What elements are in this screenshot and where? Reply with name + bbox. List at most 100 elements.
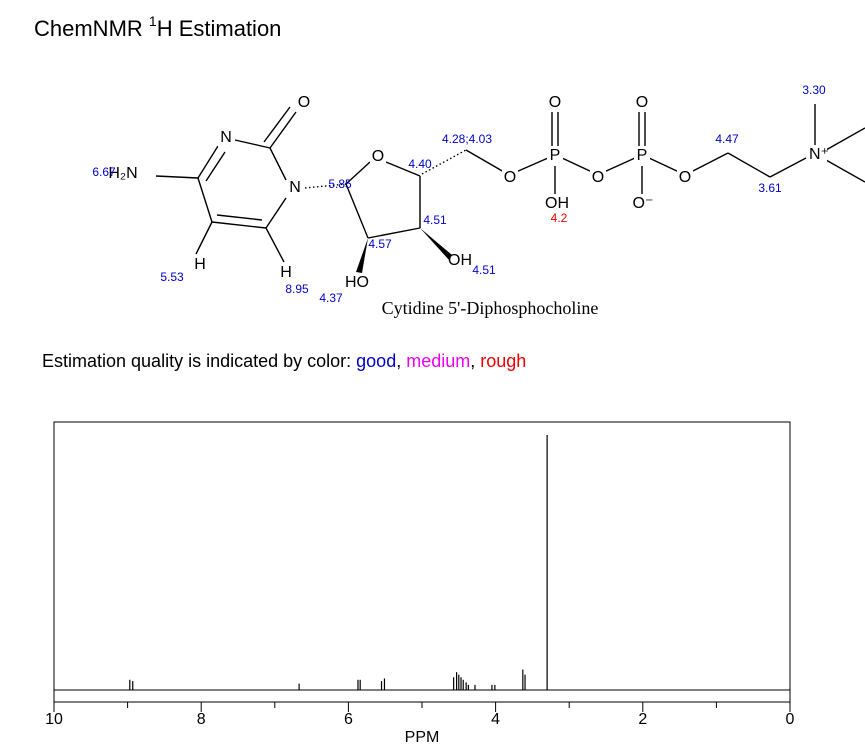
bond	[385, 161, 421, 177]
shift-label: 4.28;4.03	[442, 132, 492, 146]
bond	[155, 175, 199, 179]
x-tick-label: 8	[197, 711, 206, 728]
atom-label: P	[637, 147, 648, 164]
x-tick-label: 10	[45, 711, 63, 728]
atom-backdrop	[192, 256, 208, 274]
atom-backdrop	[370, 148, 386, 166]
legend-item: rough	[480, 351, 526, 371]
legend-item: medium	[406, 351, 470, 371]
bond	[216, 214, 263, 221]
atom-label: O	[636, 94, 648, 111]
bond	[465, 149, 505, 173]
bond	[265, 197, 287, 229]
bond	[197, 177, 213, 223]
wedge-bond	[420, 228, 452, 260]
atom-label: H₂N	[108, 165, 137, 182]
shift-label: 6.67	[92, 165, 116, 179]
quality-legend: Estimation quality is indicated by color…	[42, 351, 526, 371]
x-tick-label: 4	[491, 711, 500, 728]
atom-backdrop	[634, 94, 650, 112]
bond	[769, 157, 807, 178]
bond	[561, 157, 593, 173]
x-tick-label: 0	[786, 711, 795, 728]
atom-backdrop	[811, 146, 827, 164]
bond	[367, 227, 421, 239]
atom-backdrop	[218, 129, 234, 147]
atom-label: P	[550, 147, 561, 164]
atom-backdrop	[502, 169, 518, 187]
atom-label: OH	[448, 252, 472, 269]
bond	[727, 152, 771, 178]
structure-shifts: 6.67 5.53 8.95 4.37 5.85 4.40 4.28;4.03 4.51 4.5…	[92, 83, 826, 305]
atom-label: O	[372, 148, 384, 165]
bond	[197, 145, 219, 179]
atom-label: N	[220, 129, 232, 146]
atom-backdrop	[677, 169, 693, 187]
atom-backdrop	[634, 147, 650, 165]
atom-backdrop	[635, 195, 651, 213]
spectrum-chart: 10 8 6 4 2 0 PPM	[45, 421, 795, 746]
atom-label: O	[504, 169, 516, 186]
shift-label: 4.47	[715, 132, 739, 146]
x-tick-label: 6	[344, 711, 353, 728]
x-axis-label: PPM	[405, 729, 440, 746]
title-suffix: H Estimation	[157, 16, 282, 41]
shift-label: 4.51	[423, 213, 447, 227]
structure-bonds	[155, 104, 865, 273]
bond	[211, 221, 267, 229]
legend-separator: ,	[396, 351, 406, 371]
legend-separator: ,	[470, 351, 480, 371]
shift-label: 4.57	[368, 237, 392, 251]
atom-backdrop	[547, 94, 563, 112]
shift-label: 8.95	[285, 282, 309, 296]
atom-backdrop	[287, 179, 303, 197]
bond	[234, 139, 271, 149]
atom-label: N	[289, 179, 301, 196]
title: ChemNMR 1H Estimation	[34, 13, 281, 41]
atom-label: H	[194, 256, 206, 273]
atom-label: O⁻	[633, 195, 654, 212]
bond	[825, 159, 865, 183]
atom-backdrop	[549, 195, 565, 213]
shift-label: 3.30	[802, 83, 826, 97]
atom-label: O	[298, 94, 310, 111]
shift-label: 5.53	[160, 270, 184, 284]
bond	[421, 149, 467, 175]
shift-label: 4.40	[408, 157, 432, 171]
bond	[265, 227, 285, 263]
atom-label: O	[592, 169, 604, 186]
bond	[603, 157, 636, 173]
atom-backdrop	[278, 264, 294, 282]
atom-backdrop	[296, 94, 312, 112]
x-tick-label: 2	[638, 711, 647, 728]
atom-backdrop	[590, 169, 606, 187]
bond	[304, 183, 347, 189]
bond	[345, 183, 369, 239]
bond	[269, 111, 297, 149]
quality-legend-text: Estimation quality is indicated by color…	[42, 351, 356, 371]
atom-backdrop	[547, 147, 563, 165]
bond	[263, 106, 291, 143]
atom-label: OH	[545, 195, 569, 212]
shift-label: 4.51	[472, 263, 496, 277]
bond	[345, 161, 371, 185]
atom-backdrop	[115, 165, 131, 183]
atom-label: O	[549, 94, 561, 111]
bond	[825, 127, 865, 151]
atom-backdrop	[452, 252, 468, 270]
bond	[515, 157, 549, 173]
bond	[690, 152, 729, 173]
shift-label: 4.37	[319, 291, 343, 305]
shift-label: 4.2	[551, 211, 568, 225]
wedge-bond	[356, 238, 368, 273]
shift-label: 3.61	[758, 181, 782, 195]
bond	[269, 147, 287, 181]
atom-label: HO	[345, 274, 369, 291]
legend-item: good	[356, 351, 396, 371]
shift-label: 5.85	[328, 177, 352, 191]
bond	[205, 151, 226, 182]
atom-label: N⁺	[809, 146, 829, 163]
